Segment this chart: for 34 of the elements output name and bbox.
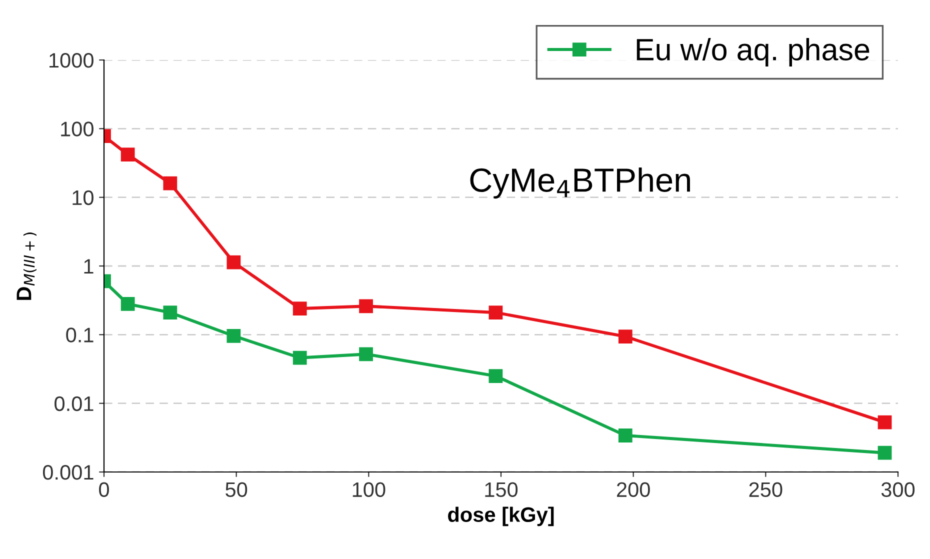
y-tick-label: 1	[84, 259, 94, 274]
y-tick-label: 0.001	[42, 465, 94, 480]
point	[488, 306, 503, 320]
x-axis-title: dose [kGy]	[448, 506, 554, 526]
y-axis-title: D$_{M(III+)}$	[16, 232, 36, 300]
point	[488, 369, 503, 383]
point	[359, 299, 373, 314]
point	[359, 347, 373, 362]
legend-label: Eu w/o aq. phase	[636, 38, 870, 67]
x-tick-label: 200	[617, 482, 650, 498]
point	[292, 350, 307, 365]
y-tick-label: 0.1	[66, 328, 94, 342]
y-tick-label: 0.01	[54, 396, 94, 412]
point	[226, 255, 241, 270]
y-tick-label: 100	[61, 122, 94, 136]
y-tick-label: 1000	[50, 53, 94, 68]
point	[618, 428, 632, 442]
x-tick-label: 100	[352, 482, 386, 498]
point	[163, 306, 178, 320]
point	[878, 415, 892, 430]
x-tick-label: 300	[881, 482, 915, 498]
x-tick-label: 150	[485, 482, 518, 498]
point	[878, 446, 892, 460]
y-tick-label: 10	[72, 190, 94, 206]
x-tick-label: 250	[749, 482, 782, 498]
point	[618, 330, 632, 344]
x-tick-label: 50	[226, 482, 248, 498]
point	[292, 302, 307, 316]
point	[163, 176, 178, 190]
x-tick-label: 0	[99, 482, 109, 498]
annotation: CyMe$_{4}$BTPhen	[470, 168, 690, 199]
point	[226, 328, 241, 343]
point	[120, 297, 135, 311]
point	[120, 148, 135, 162]
